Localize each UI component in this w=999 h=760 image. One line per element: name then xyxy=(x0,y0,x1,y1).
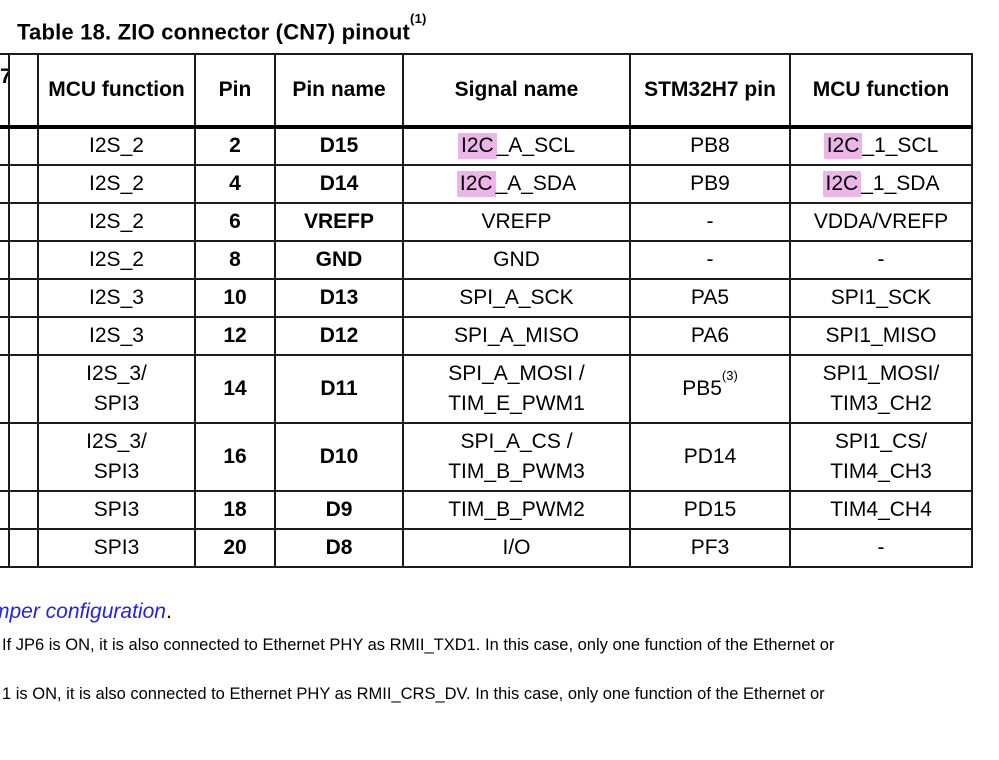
table-row: SPI3 18 D9 TIM_B_PWM2 PD15 TIM4_CH4 xyxy=(0,490,973,530)
header-pin-name: Pin name xyxy=(274,53,404,129)
cell-h7-pin: PA5 xyxy=(629,278,791,318)
cell-mcu-left: I2S_3 xyxy=(37,316,196,356)
cell-h7-pin: PB9 xyxy=(629,164,791,204)
cell-h7-pin: PD15 xyxy=(629,490,791,530)
header-cut-empty xyxy=(8,53,39,129)
highlighted-text: I2C xyxy=(822,170,862,197)
cell-mcu-left: SPI3 xyxy=(37,490,196,530)
cell-pin: 2 xyxy=(194,126,276,166)
cell-mcu-right: SPI1_MOSI/ TIM3_CH2 xyxy=(789,354,973,424)
cell-pin: 20 xyxy=(194,528,276,568)
cell-mcu-left: SPI3 xyxy=(37,528,196,568)
header-stm32h7-pin: STM32H7 pin xyxy=(629,53,791,129)
cell-pin-name: D12 xyxy=(274,316,404,356)
note-jumper-configuration: mper configuration. xyxy=(0,600,172,624)
footnote-ref: (3) xyxy=(721,367,738,383)
cell-h7-pin: - xyxy=(629,202,791,242)
cell-signal: VREFP xyxy=(402,202,631,242)
cell-h7-pin: PA6 xyxy=(629,316,791,356)
cell-signal: TIM_B_PWM2 xyxy=(402,490,631,530)
header-cut-fragment: 7 xyxy=(0,53,10,129)
cell-mcu-left: I2S_2 xyxy=(37,240,196,280)
header-pin: Pin xyxy=(194,53,276,129)
cell-pin: 18 xyxy=(194,490,276,530)
cell-h7-pin: PB8 xyxy=(629,126,791,166)
header-row: 7 MCU function Pin Pin name Signal name … xyxy=(0,53,973,129)
cell-mcu-right: I2C _1_SCL xyxy=(789,126,973,166)
table-row: I2S_3/ SPI3 14 D11 SPI_A_MOSI / TIM_E_PW… xyxy=(0,354,973,424)
table-row: I2S_3 12 D12 SPI_A_MISO PA6 SPI1_MISO xyxy=(0,316,973,356)
cell-signal: SPI_A_SCK xyxy=(402,278,631,318)
cell-mcu-left: I2S_3 xyxy=(37,278,196,318)
highlighted-text: I2C xyxy=(823,133,863,160)
table-row: I2S_2 2 D15 I2C _A_SCL PB8 I2C _1_SCL xyxy=(0,126,973,166)
cell-pin: 14 xyxy=(194,354,276,424)
cell-pin: 12 xyxy=(194,316,276,356)
cell-mcu-right: VDDA/VREFP xyxy=(789,202,973,242)
cell-mcu-right: - xyxy=(789,528,973,568)
cell-mcu-right: I2C _1_SDA xyxy=(789,164,973,204)
cell-pin-name: D14 xyxy=(274,164,404,204)
cell-mcu-left: I2S_2 xyxy=(37,202,196,242)
footnote-crs-dv: 1 is ON, it is also connected to Etherne… xyxy=(2,685,825,703)
configuration-link[interactable]: mper configuration xyxy=(0,600,166,623)
cell-h7-pin: PF3 xyxy=(629,528,791,568)
cell-mcu-right: - xyxy=(789,240,973,280)
cell-h7-pin: PB5(3) xyxy=(629,354,791,424)
link-trailing-period: . xyxy=(165,600,172,623)
cell-mcu-left: I2S_2 xyxy=(37,126,196,166)
cell-mcu-left: I2S_2 xyxy=(37,164,196,204)
table-row: I2S_3 10 D13 SPI_A_SCK PA5 SPI1_SCK xyxy=(0,278,973,318)
cell-pin-name: VREFP xyxy=(274,202,404,242)
cell-mcu-right: TIM4_CH4 xyxy=(789,490,973,530)
cell-signal: I/O xyxy=(402,528,631,568)
table-row: I2S_2 6 VREFP VREFP - VDDA/VREFP xyxy=(0,202,973,242)
table-title: Table 18. ZIO connector (CN7) pinout(1) xyxy=(17,11,427,45)
cell-signal: I2C _A_SCL xyxy=(402,126,631,166)
cell-pin-name: D11 xyxy=(274,354,404,424)
cell-pin: 6 xyxy=(194,202,276,242)
cell-signal: SPI_A_MOSI / TIM_E_PWM1 xyxy=(402,354,631,424)
cell-pin: 4 xyxy=(194,164,276,204)
cell-h7-pin: PD14 xyxy=(629,422,791,492)
table-row: I2S_2 4 D14 I2C _A_SDA PB9 I2C _1_SDA xyxy=(0,164,973,204)
cell-mcu-right: SPI1_MISO xyxy=(789,316,973,356)
table-row: SPI3 20 D8 I/O PF3 - xyxy=(0,528,973,568)
cell-signal: SPI_A_MISO xyxy=(402,316,631,356)
cell-pin-name: D9 xyxy=(274,490,404,530)
cell-pin-name: D8 xyxy=(274,528,404,568)
cell-pin-name: D10 xyxy=(274,422,404,492)
cell-signal: SPI_A_CS / TIM_B_PWM3 xyxy=(402,422,631,492)
highlighted-text: I2C xyxy=(458,133,497,160)
cell-pin-name: GND xyxy=(274,240,404,280)
cell-signal: GND xyxy=(402,240,631,280)
cell-mcu-left: I2S_3/ SPI3 xyxy=(37,422,196,492)
cell-signal: I2C _A_SDA xyxy=(402,164,631,204)
cell-pin: 16 xyxy=(194,422,276,492)
header-mcu-function-left: MCU function xyxy=(37,53,196,129)
cell-pin-name: D13 xyxy=(274,278,404,318)
header-mcu-function-right: MCU function xyxy=(789,53,973,129)
table-row: I2S_3/ SPI3 16 D10 SPI_A_CS / TIM_B_PWM3… xyxy=(0,422,973,492)
header-signal-name: Signal name xyxy=(402,53,631,129)
zio-connector-pinout-table: 7 MCU function Pin Pin name Signal name … xyxy=(0,53,973,568)
footnote-jp6: If JP6 is ON, it is also connected to Et… xyxy=(2,636,835,654)
highlighted-text: I2C xyxy=(456,170,496,197)
cell-pin: 8 xyxy=(194,240,276,280)
cell-h7-pin: - xyxy=(629,240,791,280)
cell-pin-name: D15 xyxy=(274,126,404,166)
cell-pin: 10 xyxy=(194,278,276,318)
cell-mcu-right: SPI1_SCK xyxy=(789,278,973,318)
table-title-footnote-ref: (1) xyxy=(410,11,427,26)
cell-mcu-right: SPI1_CS/ TIM4_CH3 xyxy=(789,422,973,492)
cell-mcu-left: I2S_3/ SPI3 xyxy=(37,354,196,424)
table-title-text: Table 18. ZIO connector (CN7) pinout xyxy=(17,19,411,45)
table-row: I2S_2 8 GND GND - - xyxy=(0,240,973,280)
